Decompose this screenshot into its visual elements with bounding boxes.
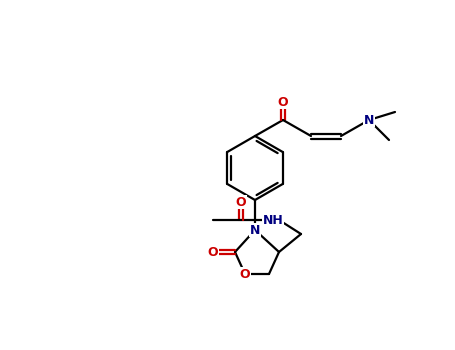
Text: O: O: [236, 196, 246, 209]
Text: N: N: [364, 113, 374, 126]
Text: O: O: [207, 245, 218, 259]
Text: N: N: [250, 224, 260, 237]
Text: O: O: [240, 267, 250, 280]
Text: O: O: [278, 96, 288, 108]
Text: NH: NH: [263, 214, 283, 226]
